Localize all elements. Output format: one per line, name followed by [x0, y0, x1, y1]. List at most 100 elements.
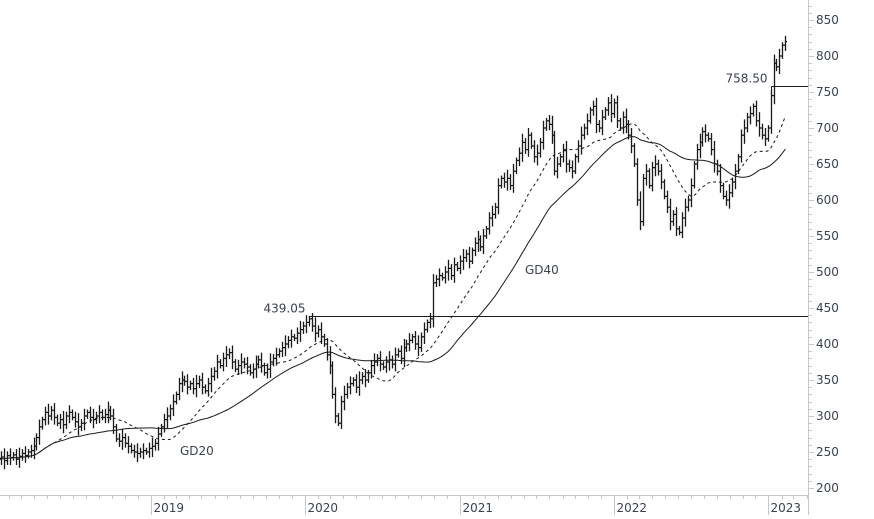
price-bar	[773, 54, 776, 105]
price-bar	[598, 120, 601, 133]
price-bar	[139, 447, 142, 458]
price-bar	[477, 230, 480, 252]
price-bar	[35, 433, 38, 451]
price-bar	[3, 448, 6, 470]
price-bar	[163, 413, 166, 433]
price-bar	[278, 348, 281, 358]
price-bar	[124, 433, 127, 448]
price-bar	[669, 198, 672, 231]
price-bar	[684, 198, 687, 227]
price-bar	[627, 120, 630, 140]
price-bar	[44, 406, 47, 426]
price-bar	[364, 369, 367, 388]
price-bar	[512, 164, 515, 193]
y-tick-label: 400	[816, 337, 839, 351]
price-bar	[690, 178, 693, 208]
price-bar	[616, 95, 619, 128]
price-bar	[104, 408, 107, 424]
price-bar	[465, 249, 468, 262]
price-bar	[743, 119, 746, 144]
price-bar	[314, 317, 317, 342]
price-bar	[249, 364, 252, 376]
price-bar	[551, 115, 554, 144]
price-bar	[500, 175, 503, 189]
price-bar	[767, 125, 770, 142]
price-bar	[213, 367, 216, 381]
price-bar	[592, 100, 595, 116]
y-tick-label: 850	[816, 13, 839, 27]
price-bar	[181, 371, 184, 393]
price-bar	[622, 111, 625, 134]
price-bar	[713, 140, 716, 173]
price-bar	[755, 100, 758, 127]
price-bar	[397, 348, 400, 358]
price-bar	[699, 133, 702, 159]
price-bar	[160, 423, 163, 437]
price-bar	[562, 143, 565, 163]
level-label-758: 758.50	[726, 72, 768, 86]
price-bar	[65, 411, 68, 429]
price-bar	[453, 257, 456, 283]
price-bar	[482, 228, 485, 254]
price-bar	[355, 374, 358, 393]
price-bar	[524, 138, 527, 154]
price-bar	[394, 347, 397, 372]
price-bar	[781, 42, 784, 59]
price-bar	[645, 164, 648, 186]
price-bar	[497, 178, 500, 215]
price-bar	[59, 413, 62, 429]
price-bar	[654, 155, 657, 177]
price-bar	[734, 164, 737, 190]
price-bar	[225, 346, 228, 368]
x-tick-label: 2020	[308, 501, 339, 515]
price-bar	[488, 212, 491, 235]
price-bar	[296, 327, 299, 344]
price-bar	[400, 345, 403, 365]
price-bar	[651, 161, 654, 192]
price-bar	[21, 449, 24, 461]
price-bar	[494, 202, 497, 219]
price-bar	[420, 332, 423, 352]
price-bar	[456, 261, 459, 272]
price-bar	[77, 413, 80, 436]
price-bar	[148, 442, 151, 458]
price-bar	[530, 132, 533, 149]
x-tick-label: 2019	[154, 501, 185, 515]
price-bar	[234, 359, 237, 373]
price-bar	[542, 120, 545, 150]
price-bar	[50, 405, 53, 421]
price-bar	[183, 375, 186, 386]
price-bar	[707, 132, 710, 142]
price-bar	[293, 333, 296, 342]
price-bar	[414, 331, 417, 350]
price-bar	[731, 177, 734, 198]
price-bar	[479, 235, 482, 252]
price-bar	[115, 423, 118, 442]
price-bar	[784, 35, 787, 51]
x-axis: 2019 2020 2021 2022 2023	[0, 495, 808, 515]
price-bar	[556, 156, 559, 179]
price-bar	[12, 452, 15, 461]
price-bar	[311, 313, 314, 332]
y-tick-label: 300	[816, 409, 839, 423]
price-bar	[83, 408, 86, 431]
price-bar	[326, 338, 329, 361]
price-bar	[370, 359, 373, 379]
price-bar	[71, 409, 74, 421]
price-bar	[201, 372, 204, 395]
price-bar	[571, 160, 574, 179]
price-bar	[559, 153, 562, 167]
price-bar	[574, 153, 577, 175]
price-bar	[287, 336, 290, 349]
price-bar	[62, 410, 65, 434]
price-bar	[642, 174, 645, 226]
price-bar	[675, 207, 678, 236]
price-bar	[243, 357, 246, 369]
y-tick-label: 350	[816, 373, 839, 387]
price-bar	[474, 237, 477, 257]
price-bar	[533, 140, 536, 163]
price-bar	[607, 97, 610, 116]
price-bar	[53, 403, 56, 425]
price-bar	[672, 210, 675, 226]
price-bar	[462, 248, 465, 270]
